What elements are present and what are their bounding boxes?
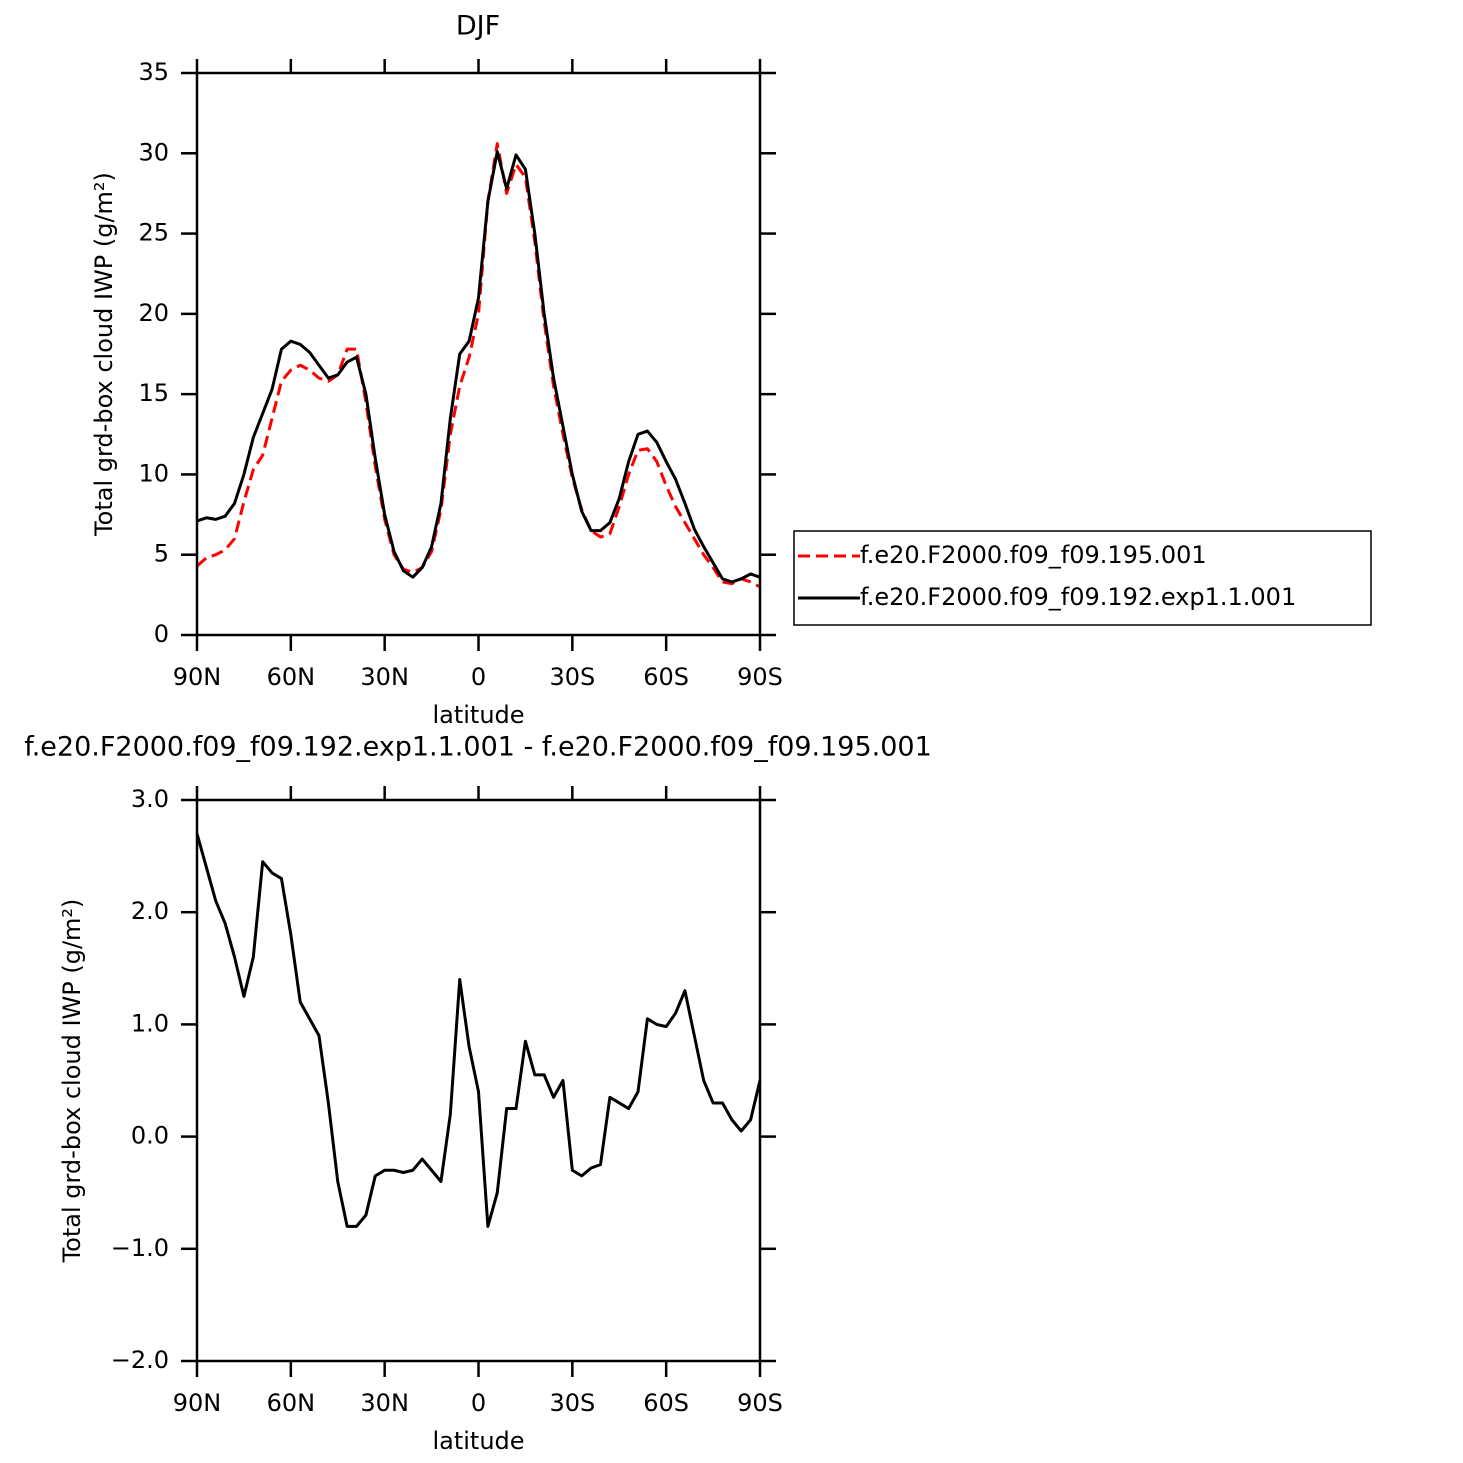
- plot-frame: [195, 798, 762, 1363]
- y-tick-label: 5: [154, 540, 169, 568]
- x-tick-label: 90S: [737, 663, 783, 691]
- y-axis-label: Total grd-box cloud IWP (g/m²): [58, 899, 86, 1264]
- chart-title: f.e20.F2000.f09_f09.192.exp1.1.001 - f.e…: [24, 732, 932, 763]
- y-axis-label: Total grd-box cloud IWP (g/m²): [90, 172, 118, 537]
- y-tick-label: 10: [138, 459, 169, 487]
- x-tick-label: 30N: [360, 663, 409, 691]
- x-tick-label: 60S: [643, 1389, 689, 1417]
- data-line: [196, 142, 761, 589]
- x-axis-label: latitude: [432, 1427, 524, 1455]
- x-tick-label: 60N: [267, 1389, 316, 1417]
- y-tick-label: 20: [138, 299, 169, 327]
- plot-frame: [195, 71, 762, 637]
- x-axis-label: latitude: [432, 701, 524, 729]
- y-tick-label: −1.0: [111, 1234, 169, 1262]
- x-tick-label: 0: [471, 663, 486, 691]
- y-tick-label: 0.0: [131, 1122, 169, 1150]
- y-tick-label: 3.0: [131, 785, 169, 813]
- y-tick-label: −2.0: [111, 1346, 169, 1374]
- y-tick-label: 25: [138, 219, 169, 247]
- x-tick-label: 90S: [737, 1389, 783, 1417]
- y-tick-label: 1.0: [131, 1009, 169, 1037]
- legend-box: [793, 530, 1372, 626]
- legend-label: f.e20.F2000.f09_f09.192.exp1.1.001: [860, 583, 1296, 611]
- chart-title: DJF: [456, 11, 500, 42]
- x-tick-label: 30N: [360, 1389, 409, 1417]
- y-tick-label: 30: [138, 138, 169, 166]
- y-tick-label: 35: [138, 58, 169, 86]
- data-line: [196, 150, 761, 584]
- legend-label: f.e20.F2000.f09_f09.195.001: [860, 541, 1207, 569]
- y-tick-label: 15: [138, 379, 169, 407]
- x-tick-label: 60S: [643, 663, 689, 691]
- x-tick-label: 30S: [549, 663, 595, 691]
- x-tick-label: 0: [471, 1389, 486, 1417]
- x-tick-label: 90N: [173, 1389, 222, 1417]
- x-tick-label: 60N: [267, 663, 316, 691]
- x-tick-label: 90N: [173, 663, 222, 691]
- x-tick-label: 30S: [549, 1389, 595, 1417]
- data-line: [195, 833, 762, 1228]
- y-tick-label: 0: [154, 620, 169, 648]
- y-tick-label: 2.0: [131, 897, 169, 925]
